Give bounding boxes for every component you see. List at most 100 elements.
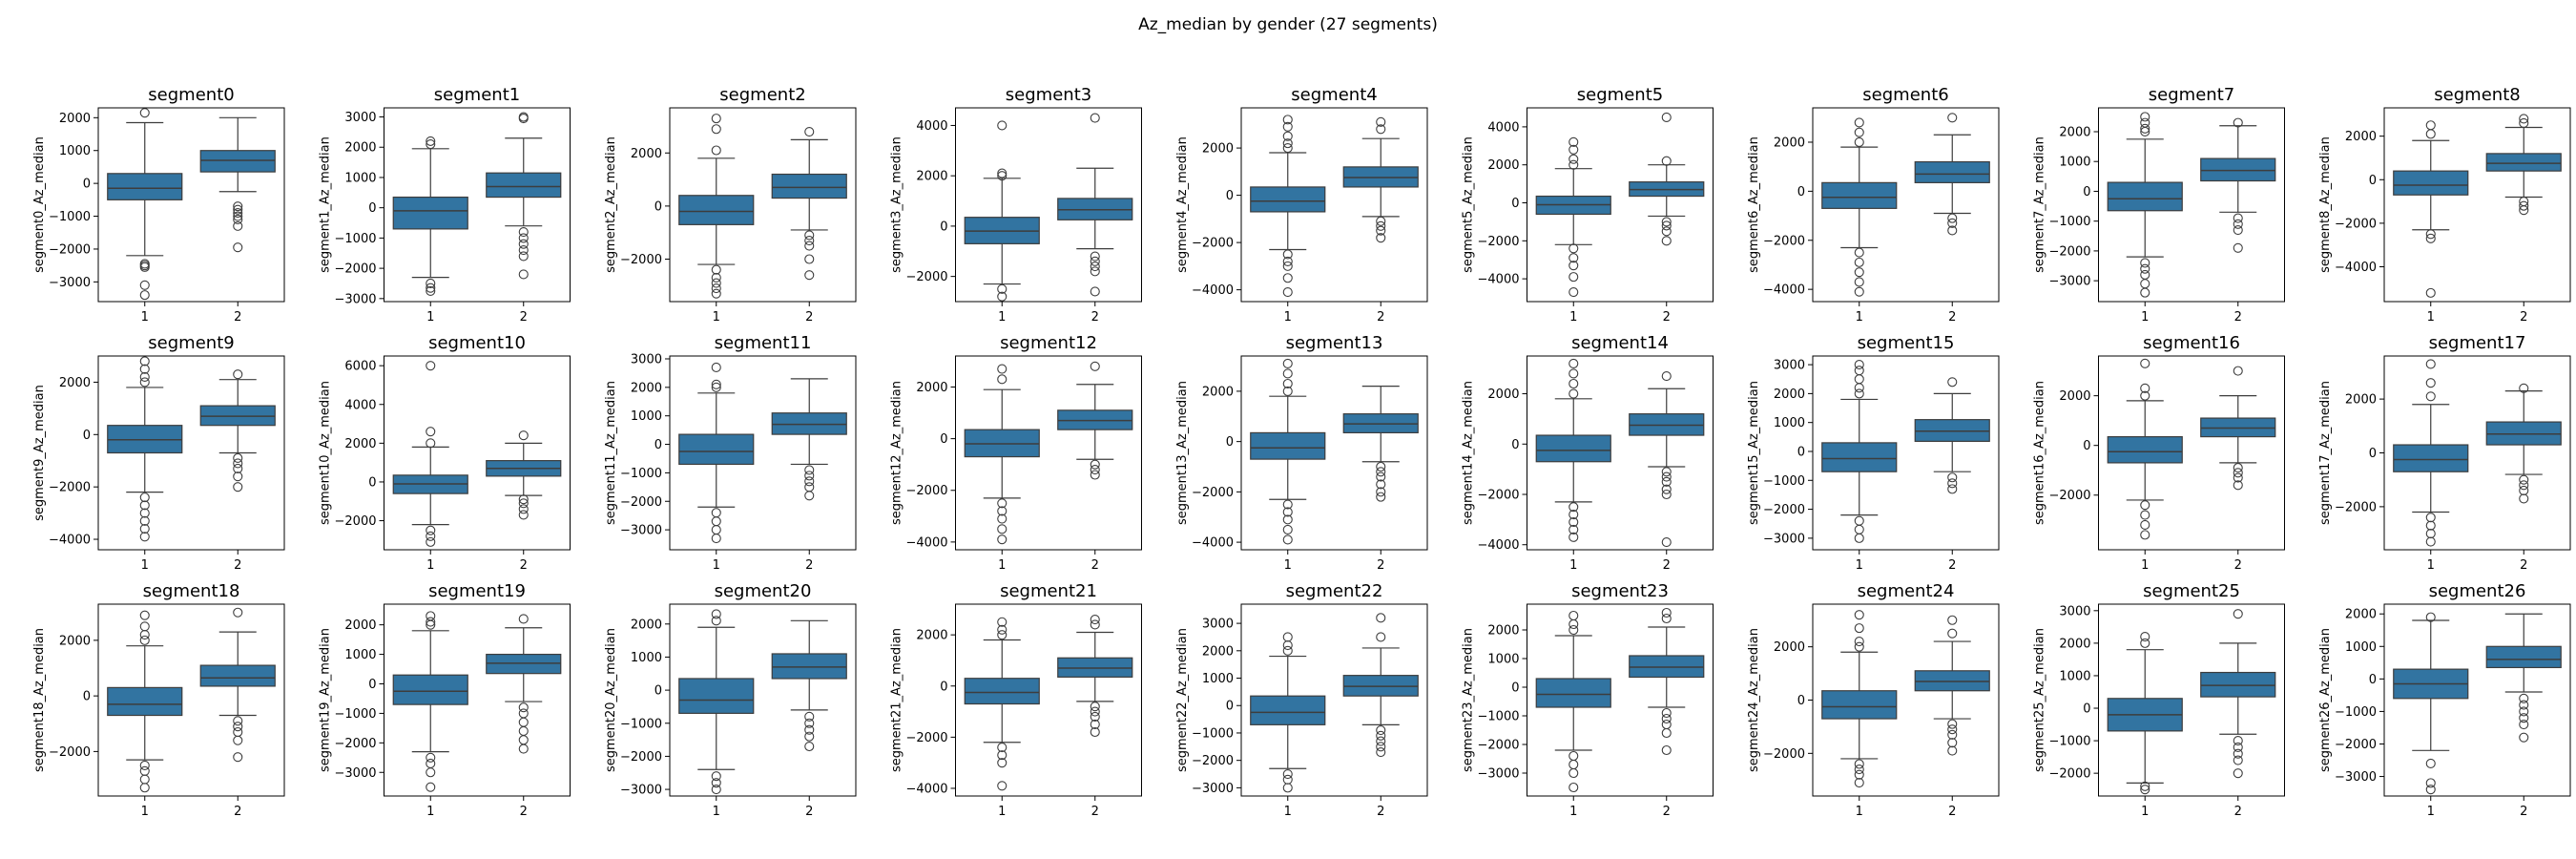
x-tick-label: 2 — [520, 310, 528, 325]
axes-frame — [2098, 107, 2285, 303]
outlier-point — [426, 758, 436, 769]
subplot-title: segment19 — [428, 581, 526, 601]
outlier-point — [711, 145, 721, 156]
outlier-point — [804, 241, 815, 251]
y-tick-label: −4000 — [1478, 273, 1520, 287]
box-2 — [1057, 615, 1133, 738]
outlier-point — [711, 362, 721, 372]
outlier-point — [1282, 256, 1293, 266]
outlier-point — [1568, 510, 1579, 520]
y-tick-label: −3000 — [335, 292, 377, 306]
outlier-point — [139, 621, 150, 632]
y-tick-label: −2000 — [1192, 754, 1234, 768]
y-tick-label: −2000 — [49, 481, 91, 495]
box-1 — [964, 364, 1040, 545]
outlier-point — [233, 752, 243, 763]
outlier-point — [233, 369, 243, 380]
outlier-point — [1568, 388, 1579, 399]
outlier-point — [518, 708, 529, 719]
box-2 — [486, 430, 562, 520]
subplot-segment22: segment22 −3000 −2000 −1000 0 1000 2000 3000 seg… — [1175, 581, 1428, 819]
x-tick-label: 2 — [1377, 805, 1384, 819]
outlier-point — [2425, 513, 2436, 523]
x-tick-label: 1 — [713, 310, 720, 325]
iqr-box — [199, 150, 276, 173]
y-tick-label: −4000 — [1478, 538, 1520, 553]
outlier-point — [997, 168, 1008, 178]
box-1 — [678, 609, 755, 795]
box-2 — [1057, 113, 1133, 297]
outlier-point — [997, 513, 1008, 524]
y-tick-label: 2000 — [2059, 389, 2090, 404]
outlier-point — [1947, 724, 1958, 735]
outlier-point — [2233, 242, 2243, 253]
y-tick-label: 0 — [1511, 438, 1519, 452]
outlier-point — [233, 471, 243, 482]
y-axis-label: segment18_Az_median — [32, 628, 47, 772]
y-tick-label: 0 — [368, 678, 376, 692]
y-tick-label: −1000 — [335, 232, 377, 246]
axes-frame — [1527, 603, 1714, 797]
iqr-box — [2107, 181, 2183, 212]
outlier-point — [1947, 377, 1958, 388]
outlier-point — [139, 774, 150, 785]
outlier-point — [1947, 745, 1958, 756]
iqr-box — [771, 653, 847, 680]
iqr-box — [107, 686, 183, 717]
x-tick-label: 1 — [1856, 805, 1863, 819]
subplot-segment2: segment2 −2000 0 2000 segment2_Az_median 1 2 — [604, 85, 857, 325]
outlier-point — [233, 211, 243, 221]
axes-frame — [955, 107, 1142, 303]
outlier-point — [997, 120, 1008, 131]
outlier-point — [711, 114, 721, 124]
outlier-point — [711, 616, 721, 626]
y-tick-label: −1000 — [2049, 215, 2091, 229]
outlier-point — [426, 767, 436, 778]
subplot-title: segment22 — [1286, 581, 1383, 601]
outlier-point — [518, 744, 529, 754]
outlier-point — [711, 534, 721, 544]
outlier-point — [518, 269, 529, 280]
outlier-point — [2140, 358, 2150, 368]
subplot-segment9: segment9 −4000 −2000 0 2000 segment9_Az_media… — [32, 333, 285, 573]
outlier-point — [1568, 767, 1579, 779]
y-axis-label: segment3_Az_median — [890, 136, 904, 273]
y-tick-label: 2000 — [344, 437, 376, 451]
axes-frame — [2383, 603, 2571, 797]
y-tick-label: 0 — [83, 690, 91, 704]
box-2 — [2200, 117, 2276, 253]
y-tick-label: 0 — [654, 438, 662, 452]
y-tick-label: 1000 — [2059, 669, 2090, 683]
x-tick-label: 1 — [2141, 558, 2149, 573]
outlier-point — [1661, 613, 1672, 624]
outlier-point — [1376, 613, 1386, 623]
outlier-point — [2425, 520, 2436, 531]
y-tick-label: 2000 — [1202, 644, 1234, 659]
x-tick-label: 2 — [520, 558, 528, 573]
x-tick-label: 1 — [1284, 805, 1292, 819]
outlier-point — [2519, 713, 2529, 723]
outlier-point — [1854, 383, 1864, 393]
outlier-point — [1282, 632, 1293, 642]
outlier-point — [139, 500, 150, 511]
iqr-box — [964, 678, 1040, 705]
x-tick-label: 2 — [805, 310, 813, 325]
x-tick-label: 2 — [1091, 310, 1099, 325]
y-tick-label: 0 — [2083, 439, 2090, 453]
y-tick-label: −2000 — [2335, 738, 2377, 752]
y-tick-label: 2000 — [2345, 608, 2377, 622]
subplot-title: segment1 — [434, 85, 520, 105]
outlier-point — [1376, 467, 1386, 477]
outlier-point — [518, 112, 529, 122]
outlier-point — [1854, 533, 1864, 543]
outlier-point — [139, 108, 150, 118]
outlier-point — [518, 725, 529, 737]
outlier-point — [1947, 113, 1958, 123]
outlier-point — [1376, 461, 1386, 472]
outlier-point — [1282, 143, 1293, 154]
iqr-box — [678, 433, 755, 466]
x-tick-label: 2 — [234, 558, 241, 573]
y-tick-label: −1000 — [1478, 710, 1520, 724]
outlier-point — [1090, 706, 1100, 717]
y-tick-label: 3000 — [1774, 359, 1805, 373]
